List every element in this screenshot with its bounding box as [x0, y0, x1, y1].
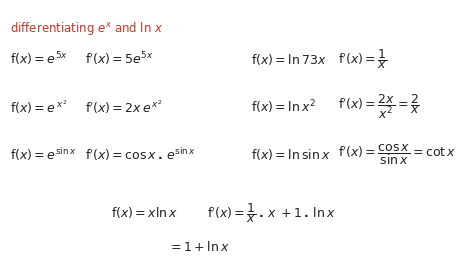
Text: $\mathrm{f}(x) = e^{\,x^2}$: $\mathrm{f}(x) = e^{\,x^2}$	[10, 98, 68, 116]
Text: $\mathrm{f}(x) = \ln 73x$: $\mathrm{f}(x) = \ln 73x$	[251, 52, 327, 67]
Text: $\mathrm{f'}(x) = \dfrac{1}{x}$: $\mathrm{f'}(x) = \dfrac{1}{x}$	[338, 48, 388, 72]
Text: $\mathrm{f'}(x) = \dfrac{1}{x}\,\mathbf{.}\,x\;+1\,\mathbf{.}\,\ln x$: $\mathrm{f'}(x) = \dfrac{1}{x}\,\mathbf{…	[207, 201, 336, 225]
Text: $\mathrm{f'}(x) = \dfrac{2x}{x^2} = \dfrac{2}{x}$: $\mathrm{f'}(x) = \dfrac{2x}{x^2} = \dfr…	[338, 93, 420, 121]
Text: $\mathrm{f'}(x) = \dfrac{\cos x}{\sin x} = \cot x$: $\mathrm{f'}(x) = \dfrac{\cos x}{\sin x}…	[338, 142, 456, 167]
Text: $\mathrm{f'}(x) = 2x\,e^{\,x^2}$: $\mathrm{f'}(x) = 2x\,e^{\,x^2}$	[84, 98, 162, 116]
Text: $= 1 + \ln x$: $= 1 + \ln x$	[168, 240, 229, 254]
Text: $\mathrm{f}(x) = e^{5x}$: $\mathrm{f}(x) = e^{5x}$	[10, 51, 68, 68]
Text: $\mathrm{f}(x) = \ln \sin x$: $\mathrm{f}(x) = \ln \sin x$	[251, 147, 330, 162]
Text: $\mathrm{f}(x) = e^{\sin x}$: $\mathrm{f}(x) = e^{\sin x}$	[10, 146, 76, 163]
Text: differentiating $e^x$ and $\ln\, x$: differentiating $e^x$ and $\ln\, x$	[10, 20, 164, 37]
Text: $\mathrm{f'}(x) = \cos x\,\mathbf{.}\, e^{\sin x}$: $\mathrm{f'}(x) = \cos x\,\mathbf{.}\, e…	[84, 146, 195, 163]
Text: $\mathrm{f}(x) = x \ln x$: $\mathrm{f}(x) = x \ln x$	[111, 205, 178, 220]
Text: $\mathrm{f'}(x) = 5e^{5x}$: $\mathrm{f'}(x) = 5e^{5x}$	[84, 51, 154, 68]
Text: $\mathrm{f}(x) = \ln x^2$: $\mathrm{f}(x) = \ln x^2$	[251, 98, 316, 116]
